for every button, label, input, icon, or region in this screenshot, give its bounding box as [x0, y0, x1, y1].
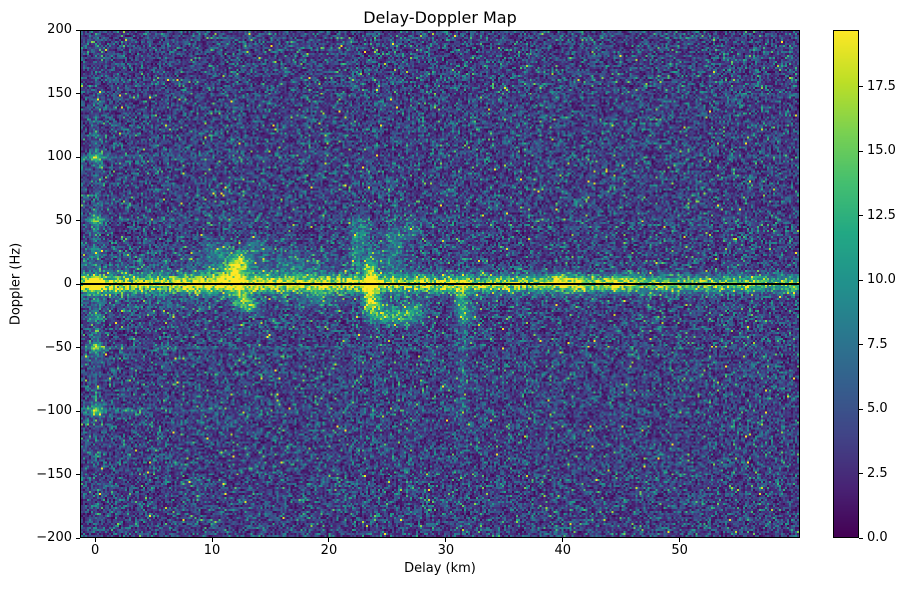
colorbar-tick-label: 12.5: [867, 207, 896, 223]
x-tick-label: 50: [671, 543, 688, 558]
colorbar-tick-label: 0.0: [867, 530, 888, 545]
y-tick-label: −150: [36, 466, 72, 482]
y-tick-label: 200: [47, 22, 72, 37]
x-tick-label: 0: [91, 543, 100, 558]
x-tick-label: 10: [203, 543, 221, 558]
colorbar-tick-mark: [859, 279, 863, 281]
y-tick-label: 100: [47, 149, 72, 164]
x-tick-mark: [445, 538, 447, 542]
colorbar-tick-mark: [859, 86, 863, 88]
colorbar-tick-mark: [859, 473, 863, 475]
colorbar-tick-mark: [859, 215, 863, 217]
colorbar-canvas: [834, 31, 858, 537]
x-tick-label: 20: [320, 543, 338, 558]
colorbar-tick-label: 2.5: [867, 465, 888, 481]
x-axis-label: Delay (km): [404, 561, 476, 576]
x-tick-mark: [562, 538, 564, 542]
zero-doppler-line: [80, 283, 800, 285]
x-tick-mark: [94, 538, 96, 542]
y-tick-mark: [76, 410, 80, 412]
x-tick-mark: [679, 538, 681, 542]
x-tick-label: 30: [437, 543, 455, 558]
y-tick-mark: [76, 220, 80, 221]
x-tick-mark: [211, 538, 213, 542]
y-axis-label: Doppler (Hz): [8, 242, 24, 326]
colorbar-tick-mark: [859, 344, 863, 346]
colorbar-tick-label: 15.0: [867, 143, 896, 159]
colorbar-tick-label: 17.5: [867, 78, 896, 94]
colorbar: [833, 30, 859, 538]
chart-title: Delay-Doppler Map: [363, 8, 517, 27]
y-tick-mark: [76, 474, 80, 475]
colorbar-tick-label: 10.0: [867, 272, 896, 288]
y-tick-mark: [76, 93, 80, 94]
x-tick-mark: [328, 538, 330, 542]
y-tick-mark: [76, 537, 80, 539]
y-tick-label: 0: [63, 276, 72, 291]
y-tick-label: 50: [55, 212, 72, 228]
y-tick-label: 150: [47, 85, 72, 101]
y-tick-mark: [76, 347, 80, 348]
y-tick-label: −100: [36, 403, 72, 418]
colorbar-tick-label: 5.0: [867, 401, 888, 417]
x-tick-label: 40: [554, 543, 571, 558]
colorbar-tick-mark: [859, 537, 863, 539]
y-tick-label: −200: [36, 530, 72, 545]
colorbar-tick-label: 7.5: [867, 336, 888, 352]
colorbar-tick-mark: [859, 150, 863, 152]
y-tick-mark: [76, 29, 80, 31]
y-tick-mark: [76, 156, 80, 158]
y-tick-mark: [76, 283, 80, 285]
y-tick-label: −50: [44, 339, 72, 355]
colorbar-tick-mark: [859, 408, 863, 410]
